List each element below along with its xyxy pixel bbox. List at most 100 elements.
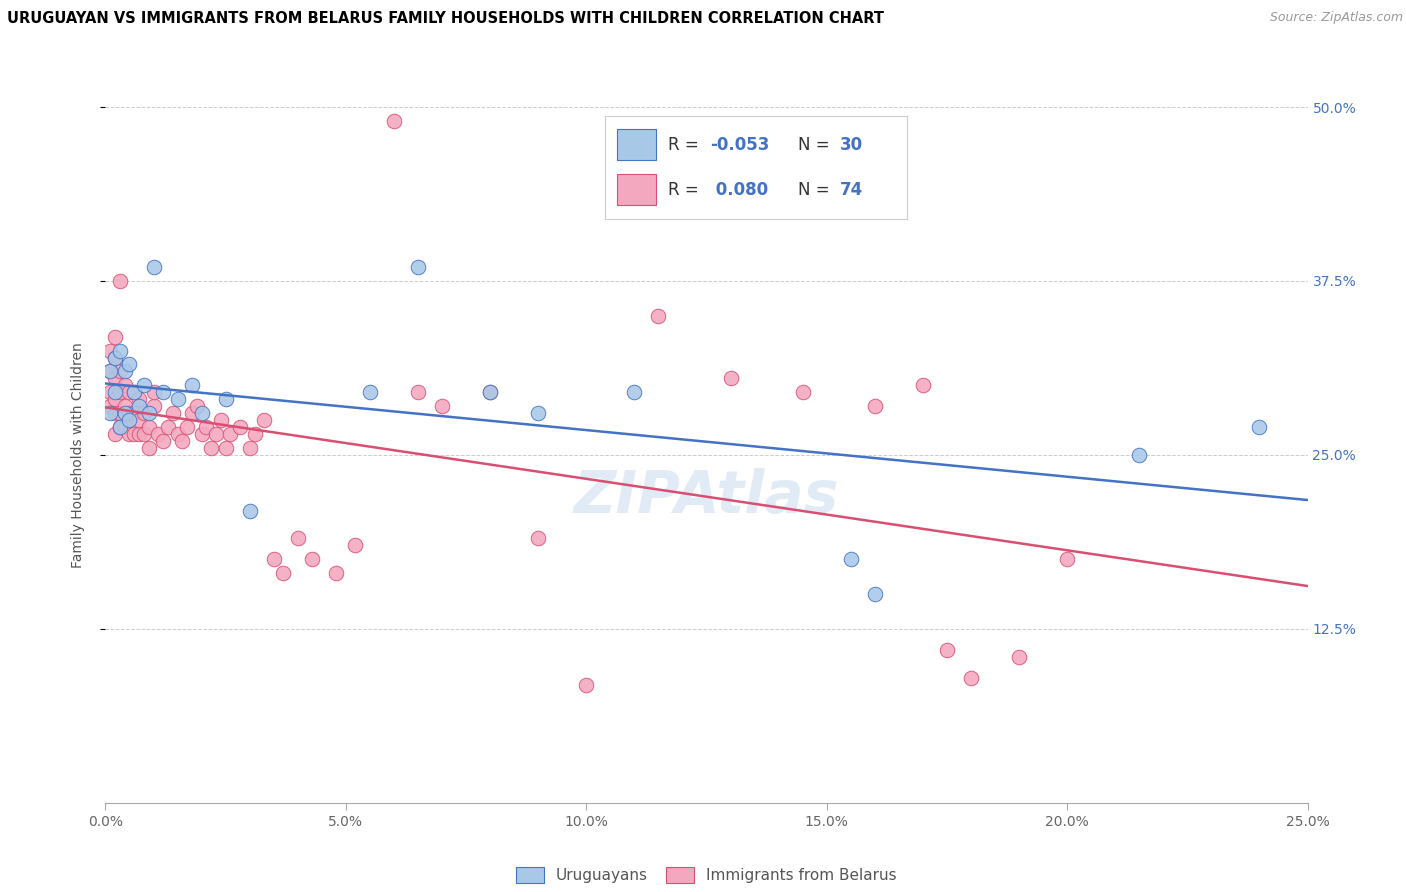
Point [118, 406, 141, 420]
Point [114, 420, 136, 434]
Point [132, 406, 155, 420]
Point [1249, 420, 1271, 434]
Point [1128, 448, 1150, 462]
Point [647, 309, 669, 323]
Text: ZIPAtlas: ZIPAtlas [574, 468, 839, 525]
Point [287, 532, 309, 546]
Point [114, 364, 136, 378]
Point [181, 378, 204, 392]
Point [108, 406, 131, 420]
Point [214, 441, 236, 455]
Point [104, 329, 127, 343]
Text: 74: 74 [841, 181, 863, 199]
Point [108, 343, 131, 358]
Point [301, 552, 323, 566]
Point [1056, 552, 1078, 566]
Text: R =: R = [668, 181, 704, 199]
Point [104, 427, 127, 442]
Point [142, 260, 165, 274]
Point [108, 420, 131, 434]
Point [239, 503, 262, 517]
Legend: Uruguayans, Immigrants from Belarus: Uruguayans, Immigrants from Belarus [510, 861, 903, 889]
Point [263, 552, 285, 566]
Point [98, 406, 121, 420]
Point [166, 392, 188, 407]
Point [166, 427, 188, 442]
Text: R =: R = [668, 136, 704, 153]
Point [863, 587, 886, 601]
Point [138, 406, 160, 420]
Point [118, 427, 141, 442]
Point [176, 420, 198, 434]
Point [273, 566, 295, 581]
Point [124, 427, 146, 442]
Point [195, 420, 218, 434]
Point [479, 385, 502, 400]
Point [98, 364, 121, 378]
Point [132, 427, 155, 442]
Point [839, 552, 862, 566]
Point [114, 399, 136, 413]
Point [1008, 649, 1031, 664]
Point [186, 399, 208, 413]
Point [190, 427, 212, 442]
Text: N =: N = [799, 181, 835, 199]
Point [219, 427, 242, 442]
Point [382, 114, 405, 128]
Point [128, 392, 150, 407]
Point [108, 364, 131, 378]
Point [209, 413, 232, 427]
Text: N =: N = [799, 136, 835, 153]
Point [148, 427, 170, 442]
Point [118, 358, 141, 372]
Text: 0.080: 0.080 [710, 181, 769, 199]
Point [138, 441, 160, 455]
Point [98, 343, 121, 358]
Point [344, 538, 367, 552]
Point [152, 434, 174, 448]
Bar [617, 129, 657, 160]
Point [124, 385, 146, 400]
Point [200, 441, 222, 455]
Text: URUGUAYAN VS IMMIGRANTS FROM BELARUS FAMILY HOUSEHOLDS WITH CHILDREN CORRELATION: URUGUAYAN VS IMMIGRANTS FROM BELARUS FAM… [7, 11, 884, 26]
Point [181, 406, 204, 420]
Point [124, 385, 146, 400]
Point [104, 406, 127, 420]
Point [114, 378, 136, 392]
Point [325, 566, 347, 581]
Point [104, 385, 127, 400]
Point [108, 274, 131, 288]
Point [479, 385, 502, 400]
Point [253, 413, 276, 427]
Point [430, 399, 453, 413]
Point [128, 399, 150, 413]
Point [98, 364, 121, 378]
Point [138, 420, 160, 434]
Point [527, 532, 550, 546]
Point [104, 392, 127, 407]
Point [172, 434, 194, 448]
Point [205, 427, 228, 442]
Point [243, 427, 266, 442]
Point [239, 441, 262, 455]
Point [406, 260, 429, 274]
Point [214, 392, 236, 407]
Text: 30: 30 [841, 136, 863, 153]
Point [359, 385, 381, 400]
Point [406, 385, 429, 400]
Point [960, 671, 983, 685]
Point [527, 406, 550, 420]
Point [118, 385, 141, 400]
Point [104, 351, 127, 365]
Point [162, 406, 184, 420]
Point [108, 420, 131, 434]
Point [108, 385, 131, 400]
Point [128, 413, 150, 427]
Point [104, 371, 127, 385]
Point [863, 399, 886, 413]
Point [152, 385, 174, 400]
Bar [617, 175, 657, 205]
Point [156, 420, 179, 434]
Point [190, 406, 212, 420]
Y-axis label: Family Households with Children: Family Households with Children [70, 342, 84, 568]
